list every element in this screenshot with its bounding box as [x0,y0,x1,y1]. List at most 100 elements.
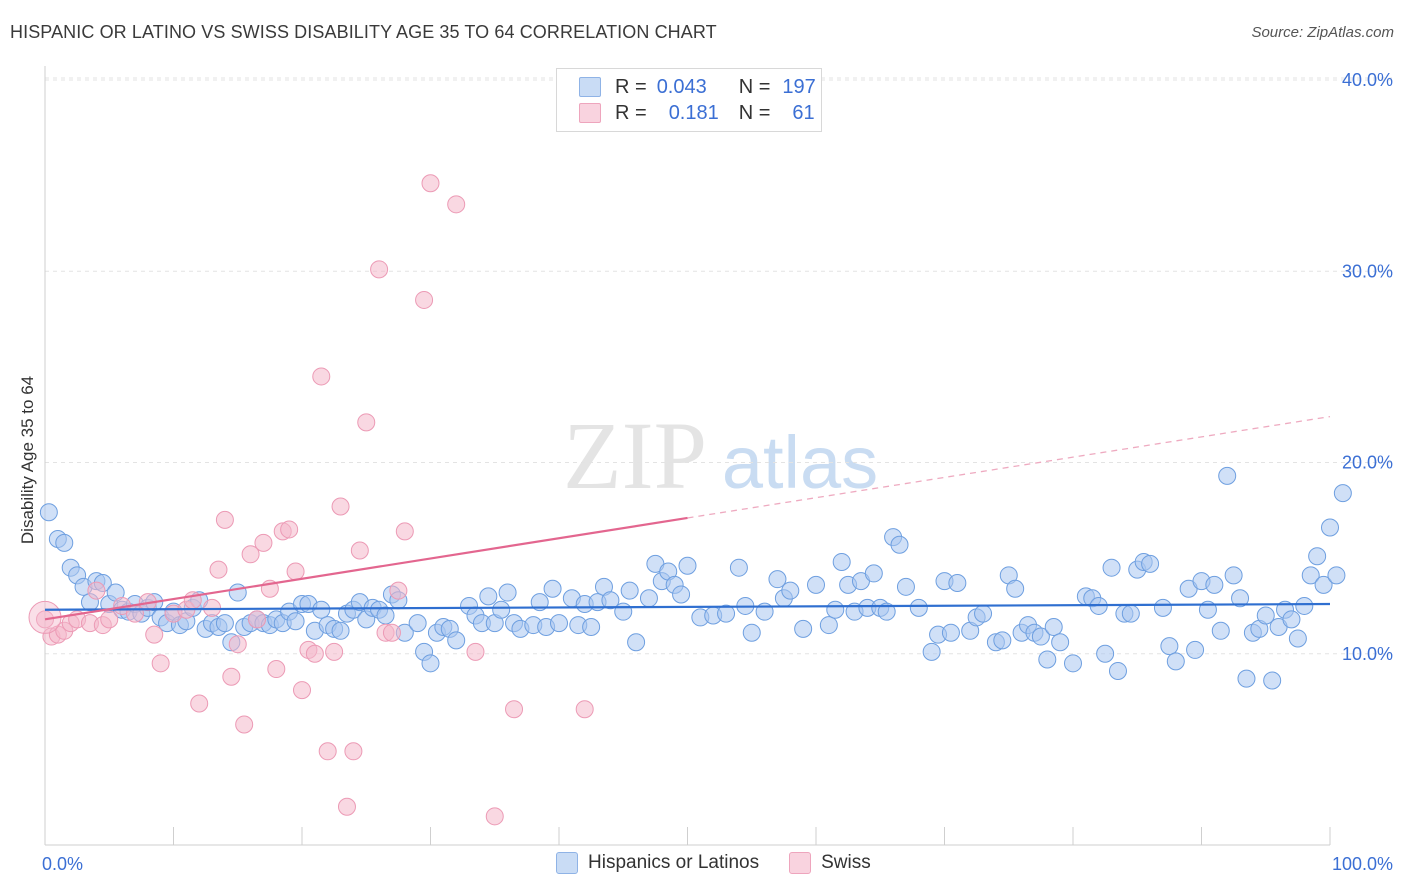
tick-labels: 10.0% 20.0% 30.0% 40.0% 0.0% 100.0% [42,70,1393,874]
x-tick-label: 0.0% [42,854,83,874]
data-point-hispanics [312,600,331,619]
legend-swatch-blue [556,852,578,874]
data-point-hispanics [1295,596,1314,615]
data-point-hispanics [286,612,305,631]
legend-r-value: 0.043 [656,75,707,98]
legend-item-hispanics: Hispanics or Latinos [556,852,759,874]
data-point-hispanics [639,589,658,608]
data-point-hispanics [1096,644,1115,663]
y-tick-label: 10.0% [1342,644,1393,664]
legend-n-label: N = [738,101,771,124]
legend-row-hispanics: R = 0.043 N = 197 [579,74,816,100]
legend-swatch-blue [579,77,601,97]
legend-n-value: 197 [782,75,816,98]
data-point-hispanics [1321,518,1339,537]
legend-label-swiss: Swiss [821,852,871,873]
data-point-swiss [145,625,164,644]
trend-line-swiss [44,516,688,621]
data-point-hispanics [877,602,896,621]
data-point-swiss [293,681,311,700]
data-point-hispanics [1051,633,1070,652]
data-point-hispanics [39,503,58,522]
data-point-swiss [485,807,504,826]
data-point-hispanics [620,581,639,600]
data-point-hispanics [530,593,549,612]
data-point-hispanics [1333,484,1352,503]
data-point-hispanics [1064,654,1082,673]
data-point-hispanics [1237,669,1256,688]
data-point-hispanics [1231,589,1250,608]
data-point-hispanics [794,619,813,638]
data-point-hispanics [807,575,825,594]
data-point-swiss [267,660,286,679]
data-point-hispanics [1205,575,1224,594]
data-point-swiss [382,623,401,642]
data-point-hispanics [890,535,909,554]
data-point-swiss [575,700,594,719]
data-point-hispanics [672,585,691,604]
data-point-hispanics [864,564,883,583]
data-point-swiss [421,174,440,193]
data-point-swiss [87,581,106,600]
data-point-hispanics [1256,606,1275,625]
data-point-hispanics [1031,627,1050,646]
data-point-swiss [415,290,434,309]
data-point-hispanics [1153,598,1172,617]
data-point-swiss [389,581,408,600]
data-point-hispanics [1044,617,1063,636]
data-point-hispanics [1288,629,1307,648]
data-point-hispanics [498,583,517,602]
data-point-hispanics [1263,671,1282,690]
data-point-hispanics [55,533,74,552]
series-legend: Hispanics or Latinos Swiss [556,852,901,874]
legend-r-value: 0.181 [668,101,719,124]
data-point-swiss [505,700,524,719]
data-point-hispanics [408,614,427,633]
data-point-hispanics [1282,610,1301,629]
data-point-hispanics [826,600,845,619]
data-point-hispanics [1141,554,1160,573]
data-point-hispanics [742,623,761,642]
data-point-hispanics [678,556,697,575]
watermark-zip: ZIP [563,402,707,509]
data-point-swiss [151,654,170,673]
data-point-swiss [203,598,222,617]
data-point-swiss [312,367,331,386]
trend-line-swiss-dashed [687,415,1331,519]
data-point-hispanics [1121,604,1140,623]
data-point-swiss [357,413,376,432]
data-point-hispanics [447,631,466,650]
data-point-swiss [337,797,356,816]
legend-swatch-pink [579,103,601,123]
data-point-swiss [370,260,389,279]
data-point-swiss [395,522,414,541]
data-point-hispanics [909,598,928,617]
data-point-hispanics [1314,575,1333,594]
data-point-hispanics [896,577,915,596]
legend-n-label: N = [738,75,771,98]
data-point-swiss [100,610,119,629]
data-point-swiss [286,562,305,581]
data-point-hispanics [819,616,838,635]
data-point-hispanics [1308,547,1327,566]
data-point-swiss [466,642,485,661]
series-swiss-points [28,174,594,826]
legend-r-label: R = [615,101,647,124]
data-point-hispanics [729,558,748,577]
data-point-hispanics [993,631,1012,650]
data-point-hispanics [768,570,787,589]
y-tick-label: 20.0% [1342,453,1393,473]
data-point-swiss [325,642,344,661]
data-point-swiss [215,510,234,529]
data-point-hispanics [1211,621,1230,640]
data-point-hispanics [1160,637,1179,656]
data-point-swiss [305,644,324,663]
legend-item-swiss: Swiss [789,852,871,874]
data-point-hispanics [550,614,568,633]
data-point-hispanics [543,579,562,598]
legend-n-value: 61 [792,101,815,124]
trend-line-hispanics [44,602,1331,611]
data-point-hispanics [228,583,247,602]
data-point-hispanics [215,614,234,633]
